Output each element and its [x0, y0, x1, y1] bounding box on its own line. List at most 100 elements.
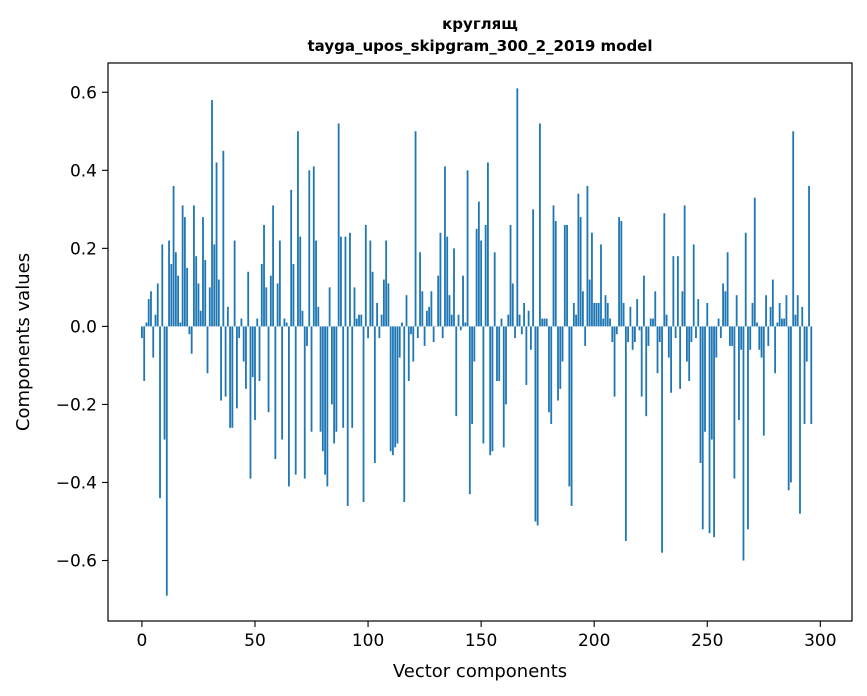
- bar: [242, 326, 245, 362]
- bar: [749, 326, 752, 350]
- bar: [529, 326, 532, 350]
- bar: [600, 244, 602, 327]
- bar: [183, 217, 186, 327]
- bar: [382, 279, 385, 327]
- bar: [615, 326, 618, 335]
- bar: [686, 326, 688, 362]
- bar: [681, 291, 684, 327]
- bar: [285, 322, 288, 327]
- bar: [588, 279, 591, 327]
- bar: [489, 326, 492, 456]
- bar: [387, 283, 390, 327]
- bar: [147, 299, 150, 327]
- bar: [604, 295, 607, 327]
- bar: [425, 310, 428, 327]
- bar: [208, 287, 211, 327]
- bar: [597, 302, 600, 327]
- bar: [423, 326, 426, 346]
- bar: [602, 318, 605, 327]
- bar: [785, 295, 788, 327]
- bar: [584, 326, 587, 346]
- bar: [611, 326, 614, 342]
- bar: [462, 275, 464, 327]
- bar: [392, 326, 394, 456]
- chart-title-line1: круглящ: [442, 15, 518, 33]
- bar: [405, 295, 408, 327]
- bar: [326, 326, 329, 487]
- bar: [516, 88, 519, 327]
- bar: [482, 326, 485, 444]
- bar: [362, 326, 365, 502]
- bar: [581, 291, 584, 327]
- bar: [299, 236, 302, 327]
- bar: [355, 318, 358, 327]
- bar: [468, 326, 471, 495]
- bar: [554, 221, 557, 327]
- bar: [407, 326, 410, 382]
- bar: [251, 326, 254, 378]
- bar: [265, 287, 268, 327]
- bar: [801, 306, 804, 327]
- bar: [692, 244, 695, 327]
- bar: [663, 213, 666, 327]
- bar: [683, 205, 686, 327]
- bar: [550, 326, 553, 424]
- bar: [695, 326, 697, 339]
- bar: [676, 256, 679, 327]
- bar: [491, 326, 494, 452]
- x-tick-label: 200: [578, 631, 610, 651]
- bar: [168, 240, 170, 327]
- bar: [523, 302, 526, 327]
- bar: [525, 326, 528, 385]
- bar: [778, 302, 781, 327]
- bar: [459, 326, 462, 331]
- bar: [654, 291, 657, 327]
- bar: [324, 326, 326, 475]
- bar: [543, 318, 546, 327]
- bar: [500, 318, 503, 327]
- bar: [202, 217, 204, 327]
- bar: [260, 263, 263, 327]
- bar: [509, 224, 512, 327]
- bar: [278, 240, 281, 327]
- bar: [195, 256, 198, 327]
- bar: [385, 240, 388, 327]
- bar: [475, 228, 478, 327]
- bar: [217, 279, 220, 327]
- bar: [724, 291, 727, 327]
- bar: [803, 326, 806, 424]
- bar: [548, 326, 550, 413]
- bar: [609, 318, 611, 327]
- bar: [211, 100, 213, 327]
- bar: [643, 275, 645, 327]
- bar: [344, 236, 347, 327]
- bar: [439, 232, 442, 327]
- bar: [398, 326, 401, 358]
- bar: [373, 326, 376, 463]
- bar: [706, 302, 709, 327]
- bar: [174, 252, 177, 327]
- bar: [758, 326, 761, 350]
- bar: [545, 318, 548, 327]
- bar: [453, 248, 455, 327]
- bar: [536, 326, 539, 526]
- bar: [428, 306, 431, 327]
- bar: [154, 314, 157, 327]
- bar: [294, 326, 297, 475]
- y-tick-label: 0.6: [70, 83, 97, 103]
- bar: [181, 205, 184, 327]
- bar: [450, 314, 453, 327]
- bar: [656, 326, 659, 374]
- bar: [799, 326, 801, 514]
- bar: [532, 209, 535, 327]
- x-axis-ticks: 0 50 100 150 200 250 300: [137, 621, 837, 651]
- bar: [369, 240, 372, 327]
- bar: [496, 326, 498, 382]
- bar: [670, 326, 672, 393]
- bar: [233, 240, 236, 327]
- bar: [161, 244, 164, 327]
- bar: [586, 185, 589, 327]
- bar: [396, 326, 399, 444]
- bar: [744, 232, 747, 327]
